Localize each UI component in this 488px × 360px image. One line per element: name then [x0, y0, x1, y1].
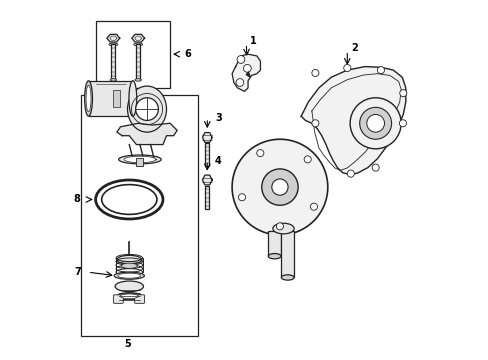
Text: 8: 8 — [74, 194, 81, 204]
Circle shape — [304, 156, 310, 163]
Circle shape — [399, 120, 406, 127]
Ellipse shape — [281, 275, 293, 280]
Circle shape — [349, 98, 400, 149]
Polygon shape — [202, 175, 212, 185]
Ellipse shape — [135, 79, 141, 81]
Circle shape — [399, 90, 406, 97]
Circle shape — [366, 114, 384, 132]
Circle shape — [238, 194, 245, 201]
Circle shape — [359, 107, 391, 139]
Polygon shape — [132, 34, 144, 42]
Bar — [281, 231, 293, 278]
Ellipse shape — [119, 155, 161, 164]
Ellipse shape — [272, 223, 293, 234]
Ellipse shape — [117, 255, 142, 264]
Bar — [111, 45, 115, 80]
Circle shape — [311, 69, 318, 77]
Ellipse shape — [115, 281, 143, 292]
Bar — [88, 81, 133, 116]
Ellipse shape — [127, 86, 166, 132]
Bar — [113, 90, 120, 107]
Circle shape — [236, 78, 244, 86]
Bar — [136, 158, 143, 166]
Circle shape — [256, 149, 264, 157]
FancyBboxPatch shape — [134, 295, 144, 303]
Polygon shape — [107, 34, 120, 42]
Circle shape — [271, 179, 287, 195]
Bar — [205, 143, 209, 166]
Ellipse shape — [268, 253, 281, 259]
Bar — [96, 21, 170, 88]
Bar — [81, 95, 198, 336]
Circle shape — [243, 64, 251, 72]
Ellipse shape — [117, 293, 142, 300]
Text: 1: 1 — [249, 36, 256, 46]
Ellipse shape — [121, 263, 137, 269]
Polygon shape — [232, 54, 260, 91]
Text: 3: 3 — [215, 113, 222, 123]
Circle shape — [310, 203, 317, 210]
Ellipse shape — [133, 43, 142, 46]
Ellipse shape — [118, 273, 141, 278]
Circle shape — [377, 67, 384, 74]
Bar — [205, 186, 209, 209]
Text: 4: 4 — [215, 156, 222, 166]
Circle shape — [232, 139, 327, 235]
Bar — [136, 45, 140, 80]
Polygon shape — [246, 72, 250, 77]
FancyBboxPatch shape — [113, 295, 123, 303]
Circle shape — [261, 169, 298, 205]
Polygon shape — [117, 123, 177, 145]
Ellipse shape — [120, 294, 138, 298]
Ellipse shape — [86, 85, 91, 112]
Bar — [268, 231, 281, 256]
Circle shape — [343, 64, 350, 72]
Ellipse shape — [114, 272, 144, 279]
Circle shape — [346, 170, 354, 177]
Polygon shape — [301, 67, 405, 175]
Ellipse shape — [124, 156, 156, 163]
Circle shape — [237, 55, 244, 63]
Circle shape — [135, 98, 158, 121]
Ellipse shape — [110, 79, 116, 81]
Ellipse shape — [129, 81, 137, 116]
Ellipse shape — [109, 43, 118, 46]
Circle shape — [311, 120, 318, 127]
Text: 6: 6 — [184, 49, 191, 59]
Polygon shape — [202, 132, 212, 142]
Circle shape — [371, 164, 378, 171]
Ellipse shape — [84, 81, 92, 116]
Text: 5: 5 — [124, 339, 131, 349]
Text: 7: 7 — [74, 267, 81, 277]
Text: 2: 2 — [350, 43, 357, 53]
Circle shape — [276, 223, 283, 230]
Ellipse shape — [96, 180, 163, 219]
Ellipse shape — [102, 185, 157, 215]
